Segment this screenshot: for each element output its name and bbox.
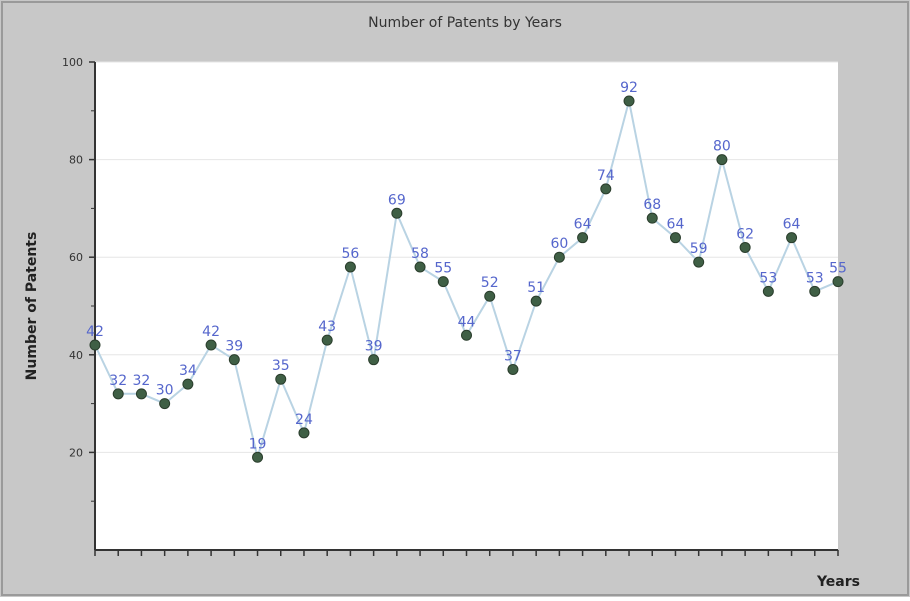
data-point	[159, 398, 171, 410]
data-label: 34	[179, 363, 197, 379]
data-label: 39	[225, 339, 243, 355]
data-label: 39	[365, 339, 383, 355]
data-point	[182, 378, 194, 390]
data-label: 55	[434, 261, 452, 277]
data-label: 37	[504, 348, 522, 364]
data-point	[716, 154, 728, 166]
data-label: 64	[574, 217, 592, 233]
data-point	[530, 295, 542, 307]
data-point	[344, 261, 356, 273]
y-tick-label: 80	[69, 154, 83, 167]
data-point	[739, 241, 751, 253]
data-point	[205, 339, 217, 351]
data-point	[484, 290, 496, 302]
data-point	[600, 183, 612, 195]
data-label: 42	[86, 324, 104, 340]
y-tick-label: 60	[69, 251, 83, 264]
data-point	[437, 276, 449, 288]
data-label: 19	[249, 436, 267, 452]
data-label: 64	[667, 217, 685, 233]
data-point	[809, 285, 821, 297]
grid-lines	[95, 61, 838, 453]
data-label: 60	[550, 236, 568, 252]
data-point	[507, 363, 519, 375]
data-label: 92	[620, 80, 638, 96]
x-axis-label: Years	[816, 574, 860, 590]
data-label: 42	[202, 324, 220, 340]
data-point	[461, 329, 472, 341]
data-point	[112, 388, 124, 400]
data-label: 30	[156, 383, 174, 399]
data-label: 52	[481, 275, 499, 291]
data-label: 24	[295, 412, 313, 428]
plot-area	[95, 62, 838, 550]
data-label: 59	[690, 241, 708, 257]
y-tick-label: 40	[69, 349, 83, 362]
data-label: 56	[341, 246, 359, 262]
data-label: 80	[713, 139, 731, 155]
data-label: 53	[806, 270, 824, 286]
data-point	[321, 334, 333, 346]
data-label: 35	[272, 358, 290, 374]
data-point	[252, 451, 264, 463]
data-label: 58	[411, 246, 429, 262]
data-point	[368, 354, 380, 366]
chart-title: Number of Patents by Years	[368, 15, 562, 31]
y-axis-label: Number of Patents	[24, 232, 40, 381]
data-point	[669, 232, 681, 244]
data-point	[414, 261, 426, 273]
y-tick-label: 20	[69, 446, 83, 459]
data-point	[298, 427, 310, 439]
data-label: 62	[736, 226, 754, 242]
data-label: 68	[643, 197, 661, 213]
y-axis-ticks: 20 40 60 80 100	[62, 56, 95, 502]
data-point	[228, 354, 240, 366]
data-point	[832, 276, 844, 288]
data-markers	[89, 95, 844, 463]
x-axis-ticks	[94, 550, 839, 556]
data-label: 32	[133, 373, 151, 389]
data-label: 44	[458, 314, 476, 330]
data-label: 51	[527, 280, 545, 296]
data-label: 55	[829, 261, 847, 277]
data-label: 43	[318, 319, 336, 335]
data-point	[391, 207, 403, 219]
data-point	[553, 251, 565, 263]
data-label: 74	[597, 168, 615, 184]
data-label: 69	[388, 192, 406, 208]
data-point	[275, 373, 287, 385]
data-label: 64	[783, 217, 801, 233]
data-label: 32	[109, 373, 127, 389]
data-point	[646, 212, 658, 224]
y-tick-label: 100	[62, 56, 83, 69]
data-point	[135, 388, 147, 400]
data-point	[786, 232, 798, 244]
data-point	[762, 285, 774, 297]
data-point	[89, 339, 101, 351]
data-labels: 42 32 32 30 34 42 39 19 35 24 43 56 39 69 58 55 44 52 37 51…	[86, 80, 847, 452]
data-label: 53	[759, 270, 777, 286]
data-point	[693, 256, 705, 268]
data-point	[577, 232, 589, 244]
data-point	[623, 95, 635, 107]
